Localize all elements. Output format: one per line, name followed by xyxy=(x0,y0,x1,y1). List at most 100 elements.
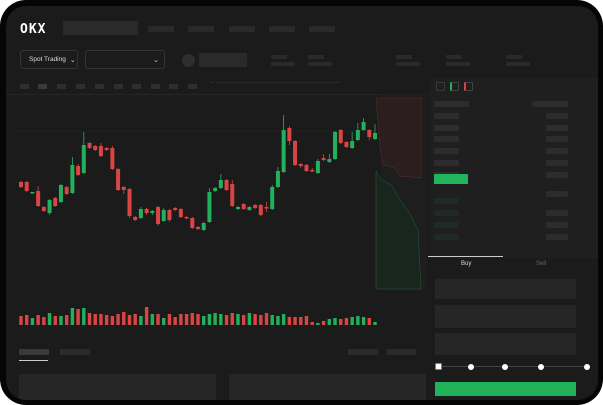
amount-slider-handle[interactable] xyxy=(435,363,442,370)
candle-body xyxy=(201,223,206,230)
volume-bar xyxy=(287,317,292,325)
interval-button[interactable] xyxy=(169,84,178,89)
slider-stop[interactable] xyxy=(584,364,590,370)
tab-order-history[interactable] xyxy=(60,349,90,355)
volume-bar xyxy=(236,314,240,325)
stat-value xyxy=(506,62,530,66)
nav-item[interactable] xyxy=(269,26,295,32)
candle-body xyxy=(207,192,212,222)
amount-slider-track[interactable] xyxy=(438,366,588,367)
candle-body xyxy=(241,204,246,209)
interval-button[interactable] xyxy=(114,84,123,89)
interval-button[interactable] xyxy=(20,84,29,89)
interval-button[interactable] xyxy=(57,84,66,89)
volume-bar xyxy=(167,314,172,325)
order-book-header xyxy=(532,101,568,107)
volume-bar xyxy=(122,312,126,325)
amount-input[interactable] xyxy=(435,305,576,328)
volume-bar xyxy=(321,321,326,325)
interval-button[interactable] xyxy=(95,84,104,89)
candle-body xyxy=(87,143,92,148)
candle-body xyxy=(247,207,252,210)
volume-bar xyxy=(293,317,297,325)
interval-button[interactable] xyxy=(132,84,141,89)
volume-bar xyxy=(144,307,149,325)
volume-bar xyxy=(133,314,137,325)
nav-item[interactable] xyxy=(148,26,174,32)
volume-bar xyxy=(196,314,200,325)
interval-button[interactable] xyxy=(151,84,160,89)
candle-body xyxy=(127,189,132,216)
depth-asks-area xyxy=(375,97,422,179)
volume-bar xyxy=(327,319,332,325)
candle-body xyxy=(361,122,366,130)
order-book-panel xyxy=(430,78,598,258)
pair-dropdown[interactable]: ⌄ xyxy=(85,50,165,69)
order-book-asks-icon[interactable] xyxy=(464,82,473,91)
volume-bar xyxy=(253,314,257,325)
interval-button[interactable] xyxy=(38,84,47,89)
drawing-tools[interactable] xyxy=(211,82,341,90)
interval-button[interactable] xyxy=(76,84,85,89)
price-input[interactable] xyxy=(435,279,576,299)
volume-bar xyxy=(127,315,132,325)
volume-bar xyxy=(99,314,103,325)
order-book-bids-icon[interactable] xyxy=(450,82,459,91)
ask-size xyxy=(546,125,568,131)
candle-body xyxy=(41,207,46,211)
candle-body xyxy=(104,148,109,150)
stat-label xyxy=(308,55,324,59)
volume-bar xyxy=(42,317,46,325)
slider-stop[interactable] xyxy=(468,364,474,370)
bid-size xyxy=(546,222,568,228)
nav-item[interactable] xyxy=(188,26,214,32)
volume-bar xyxy=(224,315,229,325)
total-input[interactable] xyxy=(435,333,576,355)
candle-body xyxy=(47,200,52,213)
candle-body xyxy=(224,180,229,190)
volume-bar xyxy=(207,314,212,325)
volume-bar xyxy=(333,318,337,325)
candle-body xyxy=(30,192,35,194)
volume-bar xyxy=(310,322,314,325)
ask-size xyxy=(546,172,568,178)
candle-body xyxy=(19,182,23,187)
volume-bar xyxy=(59,316,63,325)
filter-button[interactable] xyxy=(386,349,416,355)
candle-body xyxy=(293,141,298,165)
nav-item[interactable] xyxy=(309,26,335,32)
ask-price xyxy=(434,148,459,154)
volume-bar xyxy=(25,315,29,325)
nav-item[interactable] xyxy=(229,26,255,32)
interval-button[interactable] xyxy=(188,84,197,89)
volume-bar xyxy=(361,317,366,325)
ask-size xyxy=(546,136,568,142)
buy-button[interactable] xyxy=(435,382,576,396)
candle-body xyxy=(184,217,189,219)
ask-price xyxy=(434,160,459,166)
tab-open-orders[interactable] xyxy=(19,349,49,355)
slider-stop[interactable] xyxy=(502,364,508,370)
candle-body xyxy=(270,187,275,209)
candle-body xyxy=(213,188,218,191)
candle-body xyxy=(344,142,349,147)
slider-stop[interactable] xyxy=(538,364,544,370)
market-type-dropdown[interactable]: Spot Trading ⌄ xyxy=(20,50,78,69)
candle-body xyxy=(58,185,63,202)
volume-bar xyxy=(179,314,183,325)
tab-buy[interactable]: Buy xyxy=(461,261,472,267)
candle-body xyxy=(338,130,343,143)
ask-price xyxy=(434,113,459,119)
candle-body xyxy=(287,128,292,141)
candle-body xyxy=(350,141,355,148)
order-book-both-icon[interactable] xyxy=(436,82,445,91)
filter-button[interactable] xyxy=(348,349,378,355)
volume-bar xyxy=(53,316,57,325)
stat-label xyxy=(271,55,287,59)
tab-sell[interactable]: Sell xyxy=(536,261,547,267)
search-bar[interactable] xyxy=(63,21,138,35)
stat-value xyxy=(308,62,332,66)
bid-price xyxy=(434,222,458,228)
